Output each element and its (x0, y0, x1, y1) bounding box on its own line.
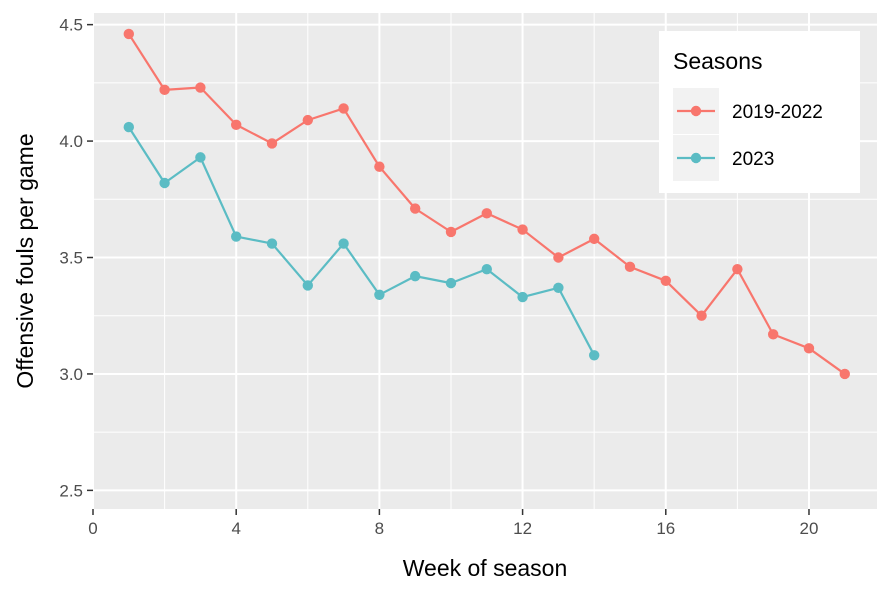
x-tick-label: 16 (656, 519, 675, 538)
series-1-point (374, 289, 385, 300)
y-tick-label: 4.0 (59, 132, 83, 151)
series-0-point (302, 114, 313, 126)
series-0-point (839, 368, 850, 380)
x-tick-label: 4 (231, 519, 240, 538)
series-0-point (696, 310, 707, 321)
series-1-point (409, 270, 421, 282)
series-1-point (588, 350, 600, 361)
x-axis: 0 4 8 12 16 20 (88, 509, 818, 538)
series-0-point (374, 161, 385, 172)
y-axis: 2.5 3.0 3.5 4.0 4.5 (59, 16, 93, 500)
legend-label: 2023 (732, 149, 774, 170)
series-0-point (123, 28, 134, 40)
series-layer (123, 28, 850, 380)
x-tick-label: 8 (375, 519, 384, 538)
legend-title: Seasons (673, 48, 763, 74)
x-tick-label: 0 (88, 519, 97, 538)
series-line-1 (127, 126, 596, 356)
y-axis-title: Offensive fouls per game (12, 133, 38, 388)
series-1-point (338, 238, 349, 249)
series-1-point (123, 121, 134, 133)
series-0-point (517, 224, 528, 235)
legend: Seasons 2019-2022 2023 (659, 31, 860, 193)
series-1-point (517, 291, 528, 303)
series-1-point (553, 282, 564, 293)
series-0-point (588, 233, 600, 245)
y-tick-label: 2.5 (59, 481, 83, 500)
series-1-point (230, 231, 242, 242)
series-0-point (409, 203, 421, 214)
series-0-point (230, 119, 242, 130)
x-tick-label: 12 (513, 519, 532, 538)
series-0-point (803, 343, 815, 354)
series-0-point (266, 138, 278, 149)
y-tick-label: 3.5 (59, 249, 83, 268)
series-1-point (445, 277, 457, 289)
series-1-point (266, 238, 278, 249)
series-1-point (481, 263, 492, 275)
series-0-point (445, 226, 457, 238)
series-1-point (159, 177, 170, 189)
series-0-point (660, 275, 671, 286)
legend-key-point (690, 105, 702, 117)
series-1-point (302, 280, 313, 291)
series-0-point (624, 261, 636, 273)
series-0-point (338, 103, 349, 114)
series-1-point (195, 152, 206, 163)
series-0-point (159, 84, 170, 96)
series-0-point (553, 252, 564, 263)
series-0-point (481, 208, 492, 219)
series-0-point (732, 263, 743, 275)
legend-label: 2019-2022 (732, 102, 823, 123)
series-0-point (195, 82, 206, 93)
legend-key-point (690, 152, 702, 164)
series-0-point (767, 329, 779, 340)
y-tick-label: 4.5 (59, 16, 83, 35)
x-tick-label: 20 (800, 519, 819, 538)
y-tick-label: 3.0 (59, 365, 83, 384)
x-axis-title: Week of season (403, 555, 568, 581)
legend-items: 2019-2022 2023 (673, 88, 823, 181)
